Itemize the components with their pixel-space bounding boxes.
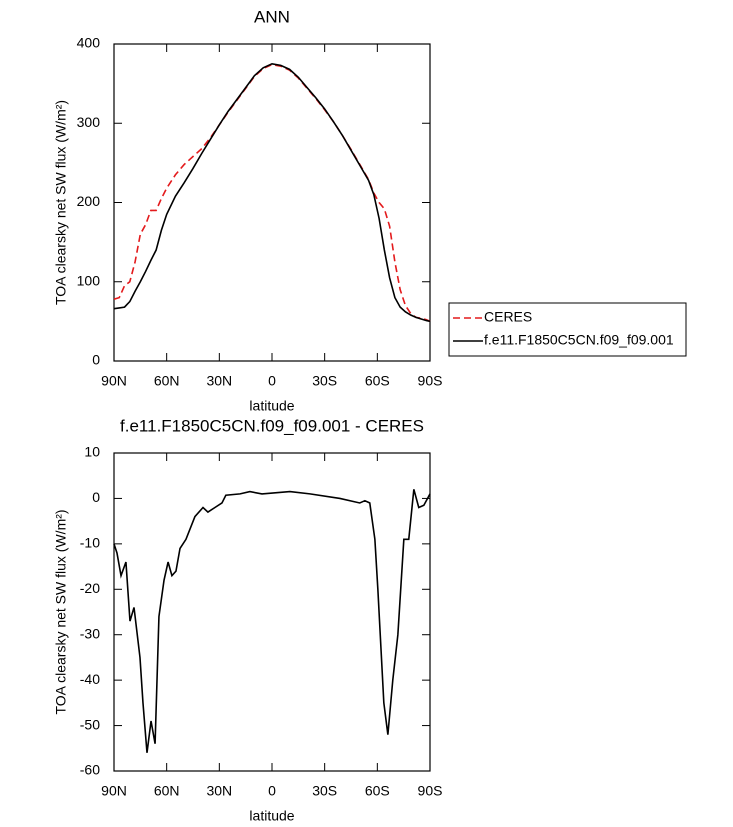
chart-title: f.e11.F1850C5CN.f09_f09.001 - CERES [120, 416, 424, 435]
x-tick-label: 90N [101, 373, 127, 389]
x-axis-label: latitude [249, 808, 294, 824]
x-tick-label: 0 [268, 783, 276, 799]
plot-frame [113, 452, 431, 772]
y-tick-label: -30 [80, 625, 100, 641]
x-axis-label: latitude [249, 398, 294, 414]
y-tick-label: -50 [80, 716, 100, 732]
x-tick-label: 60N [154, 783, 180, 799]
x-tick-label: 90S [418, 783, 443, 799]
y-tick-label: 0 [92, 489, 100, 505]
y-tick-label: 0 [92, 352, 100, 368]
plot-frame [113, 43, 431, 362]
data-line [113, 62, 431, 323]
y-axis-label: TOA clearsky net SW flux (W/m²) [53, 100, 69, 305]
y-tick-label: 300 [77, 114, 101, 130]
y-tick-label: -10 [80, 535, 100, 551]
y-tick-label: 200 [77, 193, 101, 209]
y-tick-label: 10 [84, 444, 100, 460]
legend-label: f.e11.F1850C5CN.f09_f09.001 [484, 332, 674, 348]
x-tick-label: 60S [365, 783, 390, 799]
x-tick-label: 60S [365, 373, 390, 389]
y-tick-label: -60 [80, 762, 100, 778]
legend-box [448, 302, 687, 357]
y-tick-label: 100 [77, 272, 101, 288]
x-tick-label: 90S [418, 373, 443, 389]
x-tick-label: 30S [312, 373, 337, 389]
y-tick-label: -20 [80, 580, 100, 596]
data-line [113, 63, 431, 323]
legend-label: CERES [484, 309, 532, 325]
y-tick-label: -40 [80, 671, 100, 687]
y-tick-label: 400 [77, 35, 101, 51]
x-tick-label: 0 [268, 373, 276, 389]
x-tick-label: 30N [206, 783, 232, 799]
x-tick-label: 30N [206, 373, 232, 389]
y-axis-label: TOA clearsky net SW flux (W/m²) [53, 509, 69, 714]
chart-title: ANN [254, 7, 290, 26]
x-tick-label: 60N [154, 373, 180, 389]
data-line [113, 489, 431, 753]
x-tick-label: 30S [312, 783, 337, 799]
x-tick-label: 90N [101, 783, 127, 799]
